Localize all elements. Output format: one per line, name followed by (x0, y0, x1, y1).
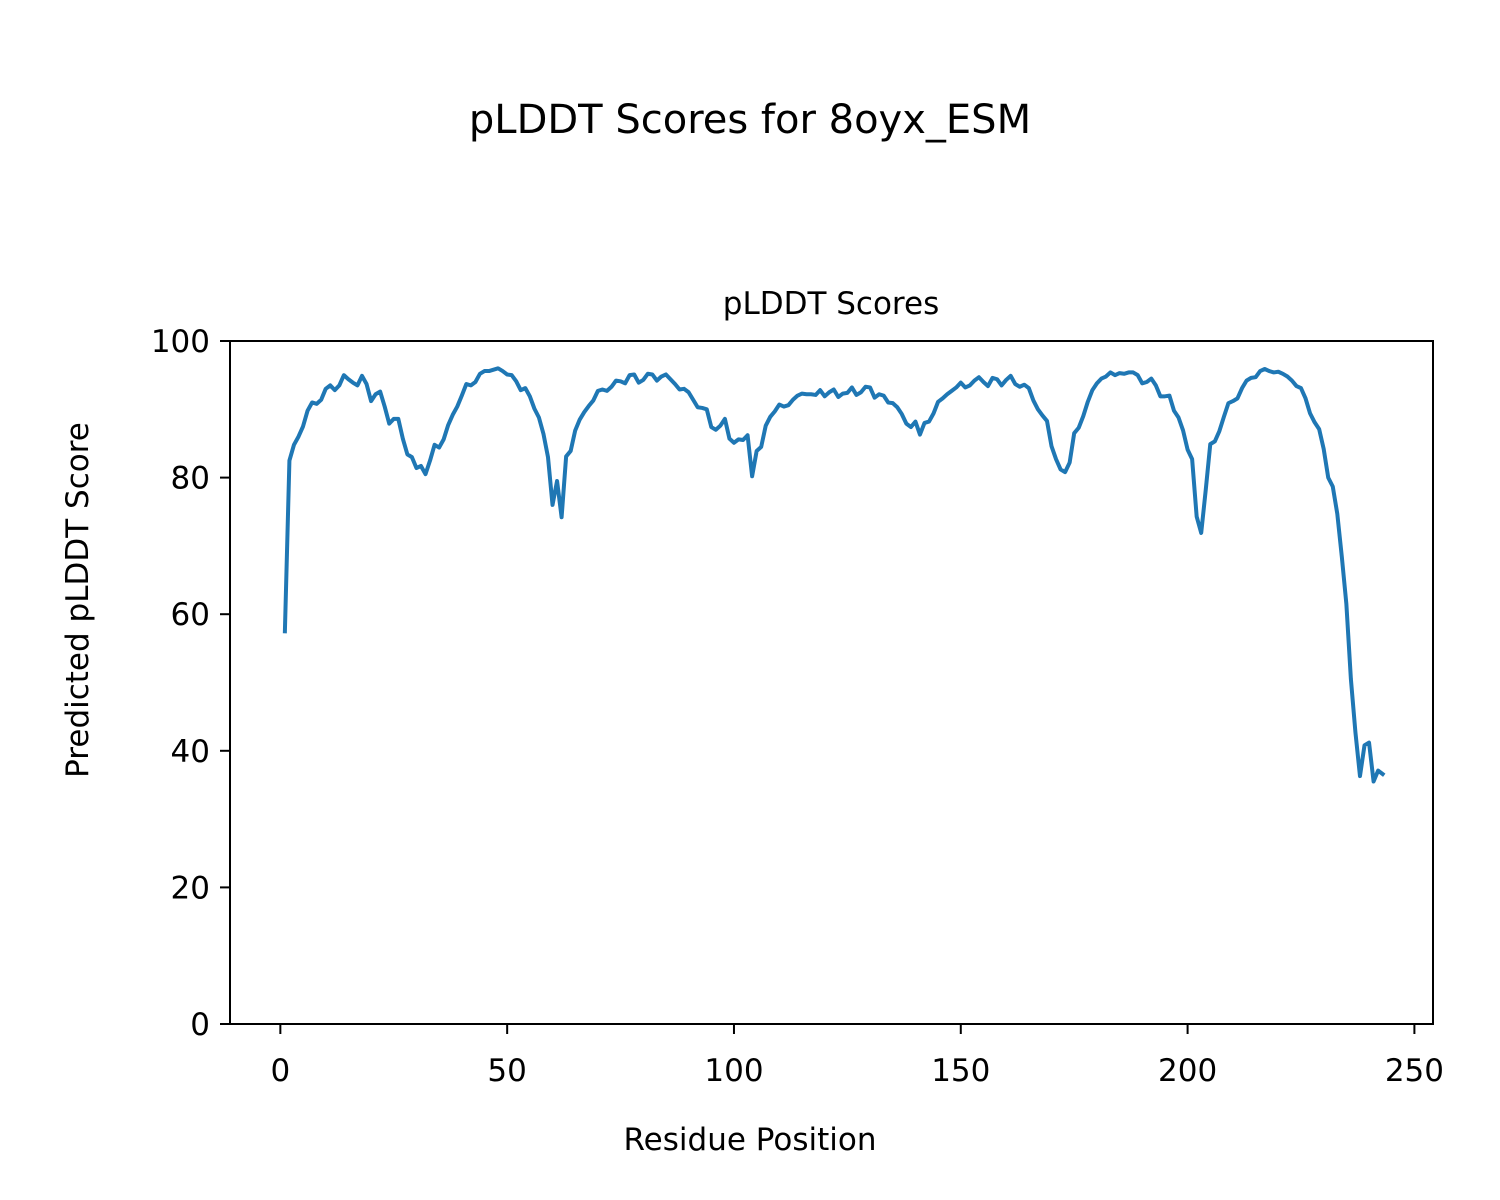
y-tick-label: 0 (190, 1007, 210, 1043)
y-axis-label: Predicted pLDDT Score (60, 422, 96, 778)
x-tick-label: 100 (704, 1053, 763, 1089)
y-tick-label: 100 (151, 324, 210, 360)
y-tick-label: 40 (171, 734, 210, 770)
x-tick-label: 0 (270, 1053, 290, 1089)
plot-area (229, 340, 1434, 1025)
y-tick-label: 20 (171, 870, 210, 906)
x-tick-label: 250 (1385, 1053, 1444, 1089)
axes-title: pLDDT Scores (723, 286, 939, 322)
y-axis-ticks: 0 20 40 60 80 100 (151, 324, 230, 1043)
figure-suptitle: pLDDT Scores for 8oyx_ESM (469, 97, 1031, 143)
x-axis-ticks: 0 50 100 150 200 250 (270, 1024, 1444, 1089)
x-tick-label: 150 (931, 1053, 990, 1089)
line-layer (282, 366, 1386, 784)
x-tick-label: 50 (487, 1053, 526, 1089)
y-tick-label: 80 (171, 461, 210, 497)
y-tick-label: 60 (171, 597, 210, 633)
axes-frame (229, 340, 1434, 1025)
x-axis-label: Residue Position (624, 1122, 877, 1158)
plddt-series-line (282, 366, 1386, 784)
x-tick-label: 200 (1158, 1053, 1217, 1089)
